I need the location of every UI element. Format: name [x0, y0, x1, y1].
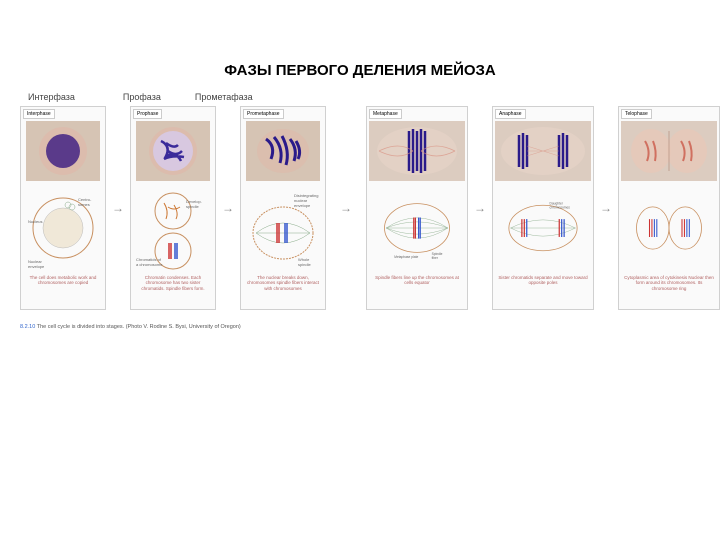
caption: Chromatin condenses. Each chromosome has… [133, 273, 213, 293]
caption: Spindle fibers line up the chromosomes a… [369, 273, 465, 288]
diagram-prophase: Develop. spindle Chromatids of a chromos… [134, 183, 212, 273]
caption: The nuclear breaks down, chromosomes spi… [243, 273, 323, 293]
svg-text:somes: somes [78, 202, 90, 207]
figure-number: 8.2.10 [20, 324, 35, 330]
photo-interphase [26, 121, 100, 181]
badge: Prometaphase [243, 109, 284, 119]
arrow-icon: → [112, 201, 124, 215]
svg-text:envelope: envelope [28, 264, 45, 269]
page-title: ФАЗЫ ПЕРВОГО ДЕЛЕНИЯ МЕЙОЗА [0, 62, 720, 79]
svg-text:chromosomes: chromosomes [550, 206, 571, 210]
diagram-metaphase: Metaphase plate Spindle fiber [378, 183, 456, 273]
badge: Metaphase [369, 109, 402, 119]
photo-prophase [136, 121, 210, 181]
svg-text:a chromosome: a chromosome [136, 262, 163, 267]
label-prophase: Профаза [123, 92, 161, 102]
diagram-telophase [630, 183, 708, 273]
figure-caption: The cell cycle is divided into stages. (… [37, 324, 241, 330]
svg-text:spindle: spindle [298, 262, 311, 267]
phase-row: Interphase Nucleus Centro- somes Nuclear… [20, 106, 720, 310]
svg-text:Nucleus: Nucleus [28, 219, 42, 224]
badge: Anaphase [495, 109, 526, 119]
photo-anaphase [495, 121, 591, 181]
diagram-interphase: Nucleus Centro- somes Nuclear envelope [24, 183, 102, 273]
panel-interphase: Interphase Nucleus Centro- somes Nuclear… [20, 106, 106, 310]
diagram-anaphase: Daughter chromosomes [504, 183, 582, 273]
caption: Cytoplasmic area of cytokinesis Nuclear … [621, 273, 717, 293]
svg-text:fiber: fiber [432, 256, 439, 260]
badge: Telophase [621, 109, 652, 119]
phase-labels: Интерфаза Профаза Прометафаза [20, 92, 253, 102]
figure-footer: 8.2.10 The cell cycle is divided into st… [20, 324, 241, 330]
badge: Prophase [133, 109, 162, 119]
svg-text:spindle: spindle [186, 204, 199, 209]
panel-telophase: Telophase Cytoplasmic area of cytokinesi [618, 106, 720, 310]
caption: Sister chromatids separate and move towa… [495, 273, 591, 288]
arrow-icon: → [600, 201, 612, 215]
label-interphase: Интерфаза [28, 92, 75, 102]
arrow-icon: → [474, 201, 486, 215]
panel-prometaphase: Prometaphase Disintegrating nuclear enve… [240, 106, 326, 310]
caption: The cell does metabolic work and chromos… [23, 273, 103, 288]
photo-telophase [621, 121, 717, 181]
panel-prophase: Prophase Develop. spindle Chromatids of … [130, 106, 216, 310]
label-prometaphase: Прометафаза [195, 92, 253, 102]
svg-text:Metaphase plate: Metaphase plate [394, 255, 418, 259]
badge: Interphase [23, 109, 55, 119]
arrow-icon: → [222, 201, 234, 215]
panel-anaphase: Anaphase Daughter chromosomes Sis [492, 106, 594, 310]
photo-metaphase [369, 121, 465, 181]
arrow-icon: → [340, 201, 352, 215]
panel-metaphase: Metaphase Metaphase plate Spindle fiber … [366, 106, 468, 310]
diagram-prometaphase: Disintegrating nuclear envelope Whole sp… [244, 183, 322, 273]
svg-text:envelope: envelope [294, 203, 311, 208]
photo-prometaphase [246, 121, 320, 181]
